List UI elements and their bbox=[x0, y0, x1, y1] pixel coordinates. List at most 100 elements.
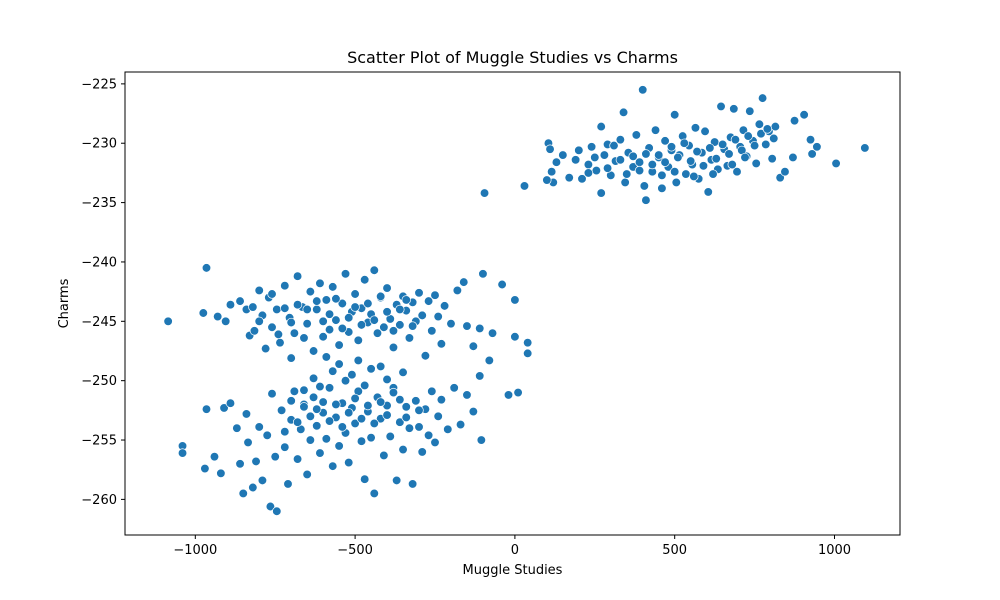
data-point bbox=[305, 435, 316, 445]
data-point bbox=[369, 315, 379, 325]
data-point bbox=[273, 329, 284, 340]
data-point bbox=[686, 156, 696, 166]
data-point bbox=[363, 298, 373, 309]
data-point bbox=[433, 411, 443, 421]
data-point bbox=[439, 301, 450, 311]
data-point bbox=[395, 304, 405, 315]
data-point bbox=[449, 383, 459, 393]
data-point bbox=[732, 167, 742, 177]
data-point bbox=[198, 308, 208, 318]
data-point bbox=[443, 424, 453, 434]
data-point bbox=[292, 271, 303, 281]
data-point bbox=[670, 167, 680, 177]
data-point bbox=[423, 296, 434, 306]
data-point bbox=[372, 328, 383, 338]
data-point bbox=[376, 397, 386, 407]
data-point bbox=[436, 339, 447, 349]
x-tick-label: −500 bbox=[337, 543, 373, 558]
data-point bbox=[404, 333, 415, 343]
data-point bbox=[318, 316, 328, 326]
data-point bbox=[257, 475, 268, 486]
data-point bbox=[761, 139, 771, 150]
data-point bbox=[657, 170, 667, 180]
data-point bbox=[235, 459, 245, 469]
y-tick-label: −235 bbox=[81, 196, 117, 211]
data-point bbox=[692, 146, 702, 157]
data-point bbox=[200, 463, 210, 474]
data-point bbox=[430, 437, 440, 448]
x-axis: −1000 −500 0 500 1000 bbox=[173, 535, 851, 558]
data-point bbox=[302, 319, 312, 329]
data-point bbox=[324, 383, 335, 393]
data-point bbox=[545, 144, 555, 154]
data-point bbox=[369, 265, 379, 275]
data-point bbox=[369, 488, 379, 499]
data-point bbox=[452, 285, 463, 296]
data-point bbox=[423, 430, 434, 440]
data-point bbox=[388, 387, 399, 398]
data-point bbox=[353, 355, 363, 366]
data-point bbox=[213, 311, 223, 322]
data-point bbox=[337, 422, 347, 432]
data-point bbox=[708, 169, 718, 179]
data-point bbox=[622, 169, 632, 179]
data-point bbox=[289, 328, 300, 338]
data-point bbox=[420, 351, 431, 361]
data-point bbox=[254, 285, 264, 296]
x-axis-label: Muggle Studies bbox=[463, 563, 563, 578]
data-point bbox=[628, 151, 638, 161]
data-point bbox=[315, 448, 325, 458]
data-point bbox=[312, 296, 322, 306]
data-point bbox=[340, 269, 351, 279]
data-point bbox=[324, 416, 335, 426]
data-point bbox=[749, 140, 760, 151]
data-point bbox=[321, 295, 331, 305]
data-point bbox=[251, 456, 261, 467]
data-point bbox=[660, 136, 670, 146]
data-point bbox=[574, 145, 584, 156]
data-point bbox=[272, 506, 282, 516]
data-point bbox=[468, 406, 479, 417]
y-tick-label: −245 bbox=[81, 315, 117, 330]
data-point bbox=[641, 195, 651, 205]
data-point bbox=[401, 295, 411, 305]
data-point bbox=[270, 452, 280, 462]
x-tick-label: 1000 bbox=[818, 543, 851, 558]
data-point bbox=[583, 159, 594, 170]
data-point bbox=[462, 390, 472, 400]
data-point bbox=[547, 167, 557, 177]
y-tick-label: −240 bbox=[81, 255, 117, 270]
data-point bbox=[417, 310, 427, 321]
data-point bbox=[401, 402, 411, 412]
data-point bbox=[462, 321, 472, 331]
data-point bbox=[315, 381, 325, 392]
data-point bbox=[542, 175, 552, 185]
data-point bbox=[615, 135, 626, 145]
data-point bbox=[650, 125, 661, 135]
data-point bbox=[417, 447, 427, 457]
data-point bbox=[657, 183, 667, 193]
data-point bbox=[479, 188, 490, 198]
data-point bbox=[328, 282, 338, 292]
data-point bbox=[631, 130, 641, 140]
data-point bbox=[679, 138, 689, 148]
plot-frame bbox=[124, 71, 901, 536]
data-point bbox=[745, 106, 755, 116]
data-point bbox=[654, 150, 664, 160]
data-point bbox=[468, 341, 479, 351]
data-point bbox=[248, 302, 258, 312]
data-point bbox=[392, 475, 402, 486]
y-axis-label: Charms bbox=[57, 278, 72, 328]
data-point bbox=[321, 352, 331, 362]
data-point bbox=[272, 304, 282, 315]
data-point bbox=[163, 316, 173, 326]
data-point bbox=[401, 412, 411, 423]
data-point bbox=[730, 135, 741, 145]
data-point bbox=[812, 142, 822, 152]
data-point bbox=[395, 417, 405, 427]
data-point bbox=[366, 364, 376, 374]
data-point bbox=[379, 322, 389, 332]
data-point bbox=[241, 409, 252, 419]
data-point bbox=[407, 321, 418, 331]
